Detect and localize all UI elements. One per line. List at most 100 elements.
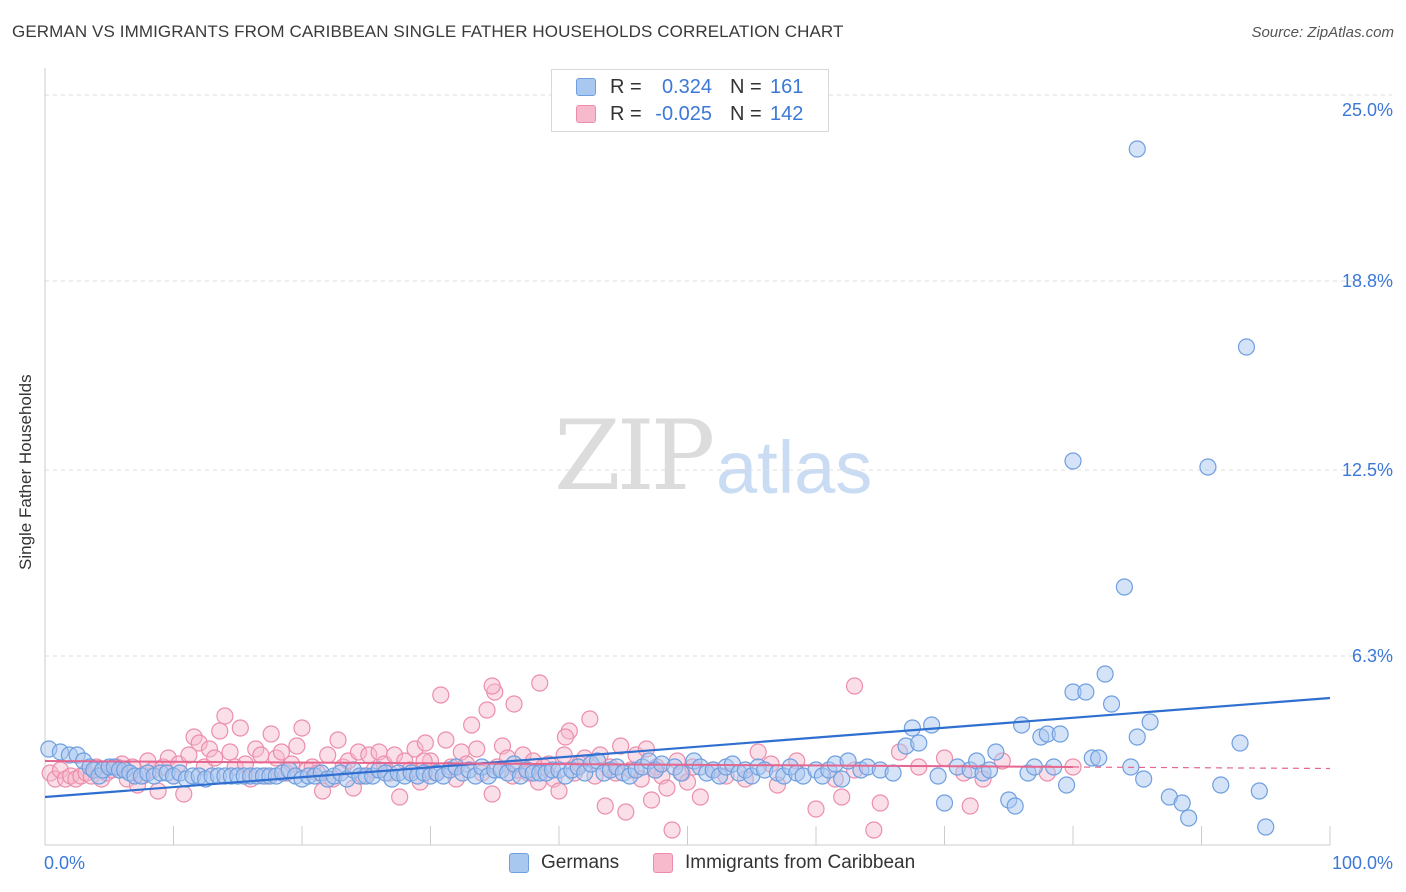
germans-legend-swatch [509, 853, 529, 873]
r-label: R = [610, 103, 642, 125]
caribbean-point [642, 791, 661, 809]
caribbean-point [550, 782, 568, 800]
caribbean-point [581, 710, 599, 728]
germans-point [1199, 458, 1217, 476]
germans-point [1096, 665, 1114, 683]
germans-point [1102, 695, 1121, 713]
germans-point [923, 716, 941, 734]
germans-swatch [576, 78, 596, 96]
y-tick-label: 18.8% [1342, 271, 1393, 291]
caribbean-point [556, 728, 575, 746]
caribbean-point [658, 779, 676, 797]
caribbean-legend-swatch [653, 853, 673, 873]
germans-point [1257, 818, 1275, 836]
germans-point [833, 770, 851, 788]
caribbean-point [845, 677, 864, 695]
caribbean-point [180, 746, 198, 764]
germans-point [910, 734, 928, 752]
germans-point [1090, 749, 1108, 767]
germans-point [980, 761, 999, 779]
n-value: 161 [770, 76, 804, 98]
x-tick-label: 0.0% [44, 853, 85, 873]
caribbean-point [555, 746, 573, 764]
caribbean-swatch [576, 105, 596, 123]
source-label: Source: ZipAtlas.com [1251, 24, 1394, 41]
germans-point [884, 764, 902, 782]
caribbean-point [231, 719, 249, 737]
y-tick-label: 12.5% [1342, 460, 1393, 480]
caribbean-point [437, 731, 455, 749]
germans-point [1128, 728, 1146, 746]
caribbean-point [406, 740, 424, 758]
caribbean-trend-extension [1072, 766, 1331, 770]
germans-point [903, 719, 921, 737]
germans-point [1141, 713, 1159, 731]
correlation-legend: R = 0.324 N = 161 R = -0.025 N = 142 [551, 69, 829, 132]
caribbean-point [468, 740, 486, 758]
caribbean-point [612, 737, 630, 755]
legend-row-caribbean: R = -0.025 N = 142 [552, 101, 828, 127]
caribbean-point [865, 821, 883, 839]
germans-point [672, 764, 690, 782]
x-tick-label: 100.0% [1332, 853, 1393, 873]
germans-point [1128, 140, 1146, 158]
germans-point [1006, 797, 1024, 815]
caribbean-point [807, 800, 825, 818]
germans-point [1250, 782, 1268, 800]
caribbean-point [190, 734, 208, 752]
caribbean-point [871, 794, 889, 812]
caribbean-point [691, 788, 709, 806]
caribbean-point [596, 797, 614, 815]
germans-point [1057, 776, 1076, 794]
germans-point [929, 767, 947, 785]
caribbean-point [200, 740, 219, 758]
germans-point [987, 743, 1005, 761]
germans-legend-label: Germans [541, 852, 620, 873]
axes [44, 68, 1331, 846]
germans-point [1115, 578, 1134, 596]
caribbean-point [483, 677, 501, 695]
n-label: N = [730, 103, 762, 125]
caribbean-point [206, 749, 224, 767]
caribbean-point [391, 788, 409, 806]
n-label: N = [730, 76, 762, 98]
caribbean-point [288, 737, 306, 755]
r-value: 0.324 [661, 76, 712, 98]
legend-row-germans: R = 0.324 N = 161 [552, 74, 828, 100]
caribbean-point [463, 716, 481, 734]
tick-labels: 6.3% 12.5% 18.8% 25.0% 0.0% 100.0% [44, 100, 1393, 873]
germans-trend-line [44, 696, 1331, 799]
germans-point [1237, 338, 1256, 356]
caribbean-point [149, 782, 167, 800]
trend-lines [44, 696, 1331, 799]
germans-point [1180, 809, 1198, 827]
germans-point [1064, 452, 1082, 470]
caribbean-point [663, 821, 681, 839]
n-value: 142 [770, 103, 804, 125]
watermark-zip: ZIP [554, 400, 715, 512]
germans-point [1051, 725, 1069, 743]
caribbean-point [617, 803, 635, 821]
caribbean-point [329, 731, 347, 749]
watermark-atlas: atlas [716, 426, 873, 509]
chart-title: GERMAN VS IMMIGRANTS FROM CARIBBEAN SING… [12, 22, 844, 41]
caribbean-point [293, 719, 311, 737]
caribbean-point [216, 707, 234, 725]
caribbean-point [483, 785, 501, 803]
germans-point [1012, 716, 1031, 734]
caribbean-point [749, 743, 767, 761]
y-tick-label: 6.3% [1352, 646, 1393, 666]
germans-point [1231, 734, 1249, 752]
caribbean-point [252, 746, 270, 764]
caribbean-point [211, 722, 229, 740]
germans-point [1173, 794, 1191, 812]
caribbean-point [531, 674, 549, 692]
caribbean-point [432, 686, 450, 704]
caribbean-point [349, 743, 368, 761]
caribbean-point [221, 743, 239, 761]
series-legend: Germans Immigrants from Caribbean [0, 851, 1406, 877]
germans-point [1212, 776, 1230, 794]
caribbean-point [175, 785, 193, 803]
caribbean-point [833, 788, 851, 806]
